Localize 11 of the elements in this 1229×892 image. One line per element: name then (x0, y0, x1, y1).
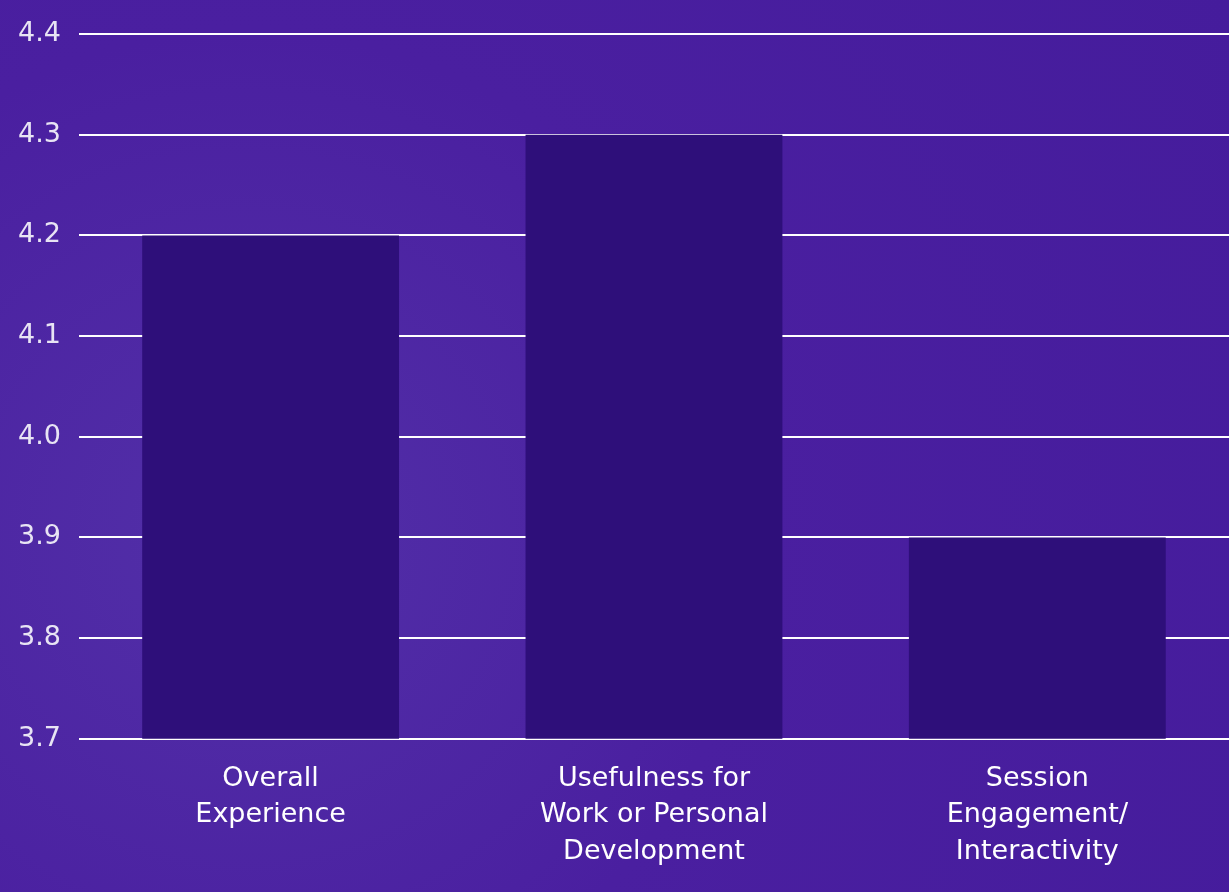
y-tick-label: 4.0 (17, 418, 61, 450)
x-tick-label: Overall Experience (195, 760, 346, 829)
y-tick-label: 4.1 (17, 318, 61, 350)
y-tick-label: 3.9 (17, 519, 61, 551)
y-tick-label: 3.7 (17, 720, 61, 752)
y-tick-label: 4.3 (17, 116, 61, 148)
x-tick-label: Usefulness for Work or Personal Development (540, 760, 768, 865)
y-tick-label: 4.4 (17, 16, 61, 48)
x-tick-label: Session Engagement/ Interactivity (946, 760, 1129, 865)
y-tick-label: 4.2 (17, 217, 61, 249)
y-tick-label: 3.8 (17, 620, 61, 652)
